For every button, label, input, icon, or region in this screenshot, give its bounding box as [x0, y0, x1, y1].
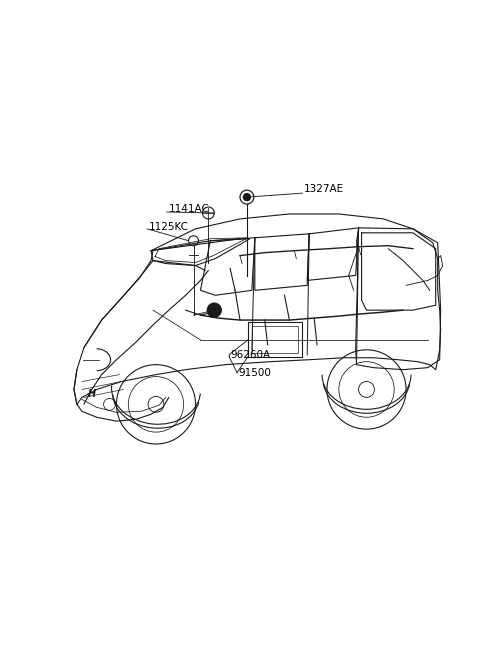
Text: 1125KC: 1125KC: [149, 222, 189, 232]
Text: 91500: 91500: [238, 367, 271, 378]
Text: H: H: [88, 390, 96, 400]
Bar: [248, 322, 302, 357]
Text: 96260A: 96260A: [230, 350, 270, 360]
Circle shape: [208, 307, 218, 317]
Circle shape: [207, 303, 221, 317]
Text: 1327AE: 1327AE: [304, 184, 344, 194]
Text: 1141AC: 1141AC: [169, 204, 210, 214]
Bar: [252, 326, 298, 353]
Circle shape: [243, 194, 251, 200]
